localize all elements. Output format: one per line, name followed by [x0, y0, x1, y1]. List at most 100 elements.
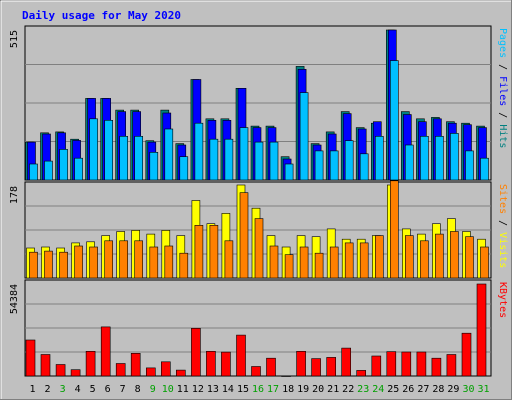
- x-tick-label: 1: [29, 384, 35, 395]
- bar-kbytes-27: [416, 351, 427, 377]
- bar-kbytes-2: [40, 354, 51, 377]
- chart-title: Daily usage for May 2020: [22, 9, 181, 22]
- bar-kbytes-12: [191, 327, 201, 377]
- bar-kbytes-25: [386, 351, 397, 377]
- x-tick-label: 9: [150, 384, 156, 395]
- bar-sites-29: [450, 231, 459, 279]
- bar-pages-7: [119, 136, 128, 181]
- bar-sites-7: [119, 240, 128, 279]
- bar-pages-15: [239, 127, 249, 181]
- panel-max-label: 178: [9, 186, 20, 204]
- bar-sites-10: [164, 245, 174, 279]
- bar-pages-1: [29, 163, 38, 181]
- x-tick-label: 21: [327, 384, 339, 395]
- x-tick-label: 3: [60, 384, 66, 395]
- panel-max-label: 54384: [9, 284, 20, 314]
- bar-kbytes-3: [55, 364, 66, 377]
- panel-visits-sites: 178 Sites / Visits: [9, 180, 508, 279]
- bar-pages-8: [134, 136, 143, 181]
- bar-sites-6: [104, 240, 113, 279]
- bar-kbytes-30: [461, 332, 472, 377]
- x-tick-label: 12: [192, 384, 204, 395]
- bar-pages-2: [44, 160, 53, 181]
- x-tick-label: 6: [105, 384, 111, 395]
- legend-separator: /: [497, 106, 508, 124]
- bar-kbytes-8: [130, 352, 141, 377]
- bar-sites-14: [224, 240, 234, 279]
- bar-sites-12: [194, 225, 204, 279]
- x-tick-label: 26: [402, 384, 414, 395]
- x-tick-label: 11: [177, 384, 189, 395]
- x-tick-label: 19: [297, 384, 309, 395]
- panel-legend: Pages / Files / Hits: [497, 28, 508, 148]
- bar-kbytes-4: [70, 369, 81, 377]
- x-tick-label: 10: [162, 384, 174, 395]
- bar-kbytes-24: [371, 355, 382, 377]
- bar-pages-31: [480, 157, 489, 181]
- bar-sites-8: [134, 240, 143, 279]
- bar-kbytes-19: [296, 350, 306, 377]
- bar-sites-5: [89, 246, 98, 279]
- legend-separator: /: [497, 214, 508, 232]
- x-tick-label: 29: [447, 384, 459, 395]
- x-tick-label: 22: [342, 384, 354, 395]
- bar-pages-25: [389, 60, 399, 181]
- bar-pages-16: [254, 141, 264, 181]
- bar-pages-26: [404, 144, 414, 181]
- bar-pages-20: [314, 150, 324, 181]
- panel-kbytes: 54384 KBytes: [9, 279, 508, 377]
- bar-kbytes-26: [401, 351, 412, 377]
- bar-pages-4: [74, 157, 83, 181]
- bar-sites-17: [269, 245, 279, 279]
- bar-sites-3: [59, 251, 68, 279]
- bar-pages-22: [344, 140, 354, 181]
- bar-sites-16: [254, 218, 264, 279]
- legend-visits: Visits: [497, 232, 508, 268]
- x-tick-label: 23: [357, 384, 369, 395]
- bar-kbytes-17: [266, 357, 276, 377]
- bar-pages-17: [269, 141, 279, 181]
- x-tick-label: 16: [252, 384, 264, 395]
- bar-pages-21: [329, 150, 339, 181]
- bar-kbytes-14: [221, 351, 231, 377]
- bar-kbytes-11: [176, 369, 186, 377]
- x-tick-label: 28: [432, 384, 444, 395]
- bar-kbytes-20: [311, 358, 321, 377]
- legend-hits: Hits: [497, 124, 508, 148]
- x-tick-label: 17: [267, 384, 279, 395]
- legend-files: Files: [497, 76, 508, 106]
- bar-sites-1: [29, 251, 38, 279]
- x-tick-label: 27: [417, 384, 429, 395]
- bar-kbytes-1: [25, 339, 36, 377]
- bar-sites-18: [284, 254, 294, 279]
- bar-pages-9: [149, 152, 159, 181]
- bar-sites-19: [299, 246, 309, 279]
- x-tick-label: 14: [222, 384, 234, 395]
- bar-kbytes-15: [236, 334, 246, 377]
- bar-kbytes-5: [85, 350, 96, 377]
- bar-pages-3: [59, 149, 68, 181]
- bar-kbytes-21: [326, 357, 337, 377]
- legend-pages: Pages: [497, 28, 508, 58]
- bar-kbytes-29: [446, 354, 457, 377]
- x-tick-label: 5: [90, 384, 96, 395]
- x-tick-label: 30: [462, 384, 474, 395]
- bar-pages-11: [179, 156, 189, 181]
- bar-pages-27: [420, 136, 429, 181]
- bar-sites-11: [179, 252, 189, 279]
- bar-sites-24: [374, 235, 384, 279]
- x-tick-label: 2: [44, 384, 50, 395]
- bar-kbytes-7: [115, 363, 126, 377]
- x-tick-label: 13: [207, 384, 219, 395]
- bar-sites-30: [465, 236, 474, 279]
- bar-sites-4: [74, 245, 83, 279]
- bar-sites-13: [209, 225, 219, 279]
- bar-sites-22: [344, 242, 354, 279]
- legend-kbytes: KBytes: [497, 282, 508, 318]
- bar-pages-30: [465, 150, 474, 181]
- bar-sites-2: [44, 250, 53, 279]
- bar-pages-23: [359, 153, 369, 181]
- legend-sites: Sites: [497, 184, 508, 214]
- bar-pages-19: [299, 92, 309, 181]
